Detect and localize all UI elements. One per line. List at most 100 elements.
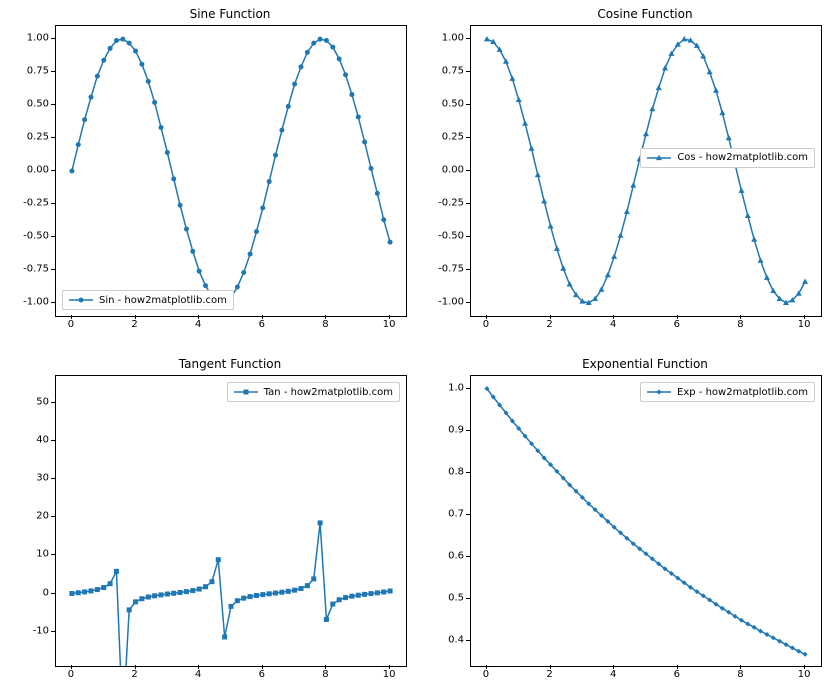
xtick-label: 6 <box>674 669 680 680</box>
data-marker <box>197 269 202 274</box>
data-marker <box>203 584 208 589</box>
data-marker <box>260 592 265 597</box>
data-marker <box>311 41 316 46</box>
legend-swatch <box>234 386 258 398</box>
data-marker <box>184 227 189 232</box>
ytick-mark <box>51 478 55 479</box>
plot-area: Exp - how2matplotlib.com <box>470 375 822 667</box>
data-marker <box>598 286 604 291</box>
data-marker <box>171 176 176 181</box>
data-marker <box>324 617 329 622</box>
data-marker <box>89 95 94 100</box>
ytick-label: 0.8 <box>448 466 464 477</box>
data-marker <box>101 585 106 590</box>
data-marker <box>381 590 386 595</box>
ytick-label: -0.25 <box>23 197 49 208</box>
ytick-mark <box>466 38 470 39</box>
ytick-label: -10 <box>33 625 49 636</box>
data-marker <box>681 36 687 41</box>
data-marker <box>375 191 380 196</box>
data-marker <box>649 106 655 111</box>
data-marker <box>152 100 157 105</box>
data-marker <box>764 275 770 280</box>
legend: Cos - how2matplotlib.com <box>640 148 815 168</box>
xtick-mark <box>486 665 487 669</box>
data-marker <box>152 593 157 598</box>
ytick-label: 20 <box>36 511 49 522</box>
data-marker <box>209 579 214 584</box>
data-marker <box>267 179 272 184</box>
figure: Sin - how2matplotlib.comSine Function-1.… <box>0 0 840 700</box>
data-marker <box>165 150 170 155</box>
data-marker <box>171 591 176 596</box>
data-marker <box>114 38 119 43</box>
ytick-label: -0.25 <box>438 197 464 208</box>
xtick-label: 2 <box>546 669 552 680</box>
ytick-mark <box>51 236 55 237</box>
data-marker <box>618 232 624 237</box>
data-marker <box>318 520 323 525</box>
data-line <box>487 389 805 655</box>
subplot-cosine: Cos - how2matplotlib.comCosine Function-… <box>470 25 820 315</box>
ytick-label: 0.50 <box>442 99 464 110</box>
data-marker <box>318 37 323 42</box>
data-marker <box>114 569 119 574</box>
ytick-mark <box>51 71 55 72</box>
chart-title: Exponential Function <box>470 357 820 371</box>
data-marker <box>139 596 144 601</box>
ytick-mark <box>466 556 470 557</box>
ytick-label: -1.00 <box>23 296 49 307</box>
data-marker <box>802 278 808 283</box>
data-marker <box>146 595 151 600</box>
data-marker <box>388 240 393 245</box>
xtick-mark <box>613 315 614 319</box>
data-marker <box>541 198 547 203</box>
data-marker <box>738 188 744 193</box>
legend-label: Cos - how2matplotlib.com <box>677 152 808 163</box>
subplot-tangent: Tan - how2matplotlib.comTangent Function… <box>55 375 405 665</box>
ytick-label: 0.75 <box>27 66 49 77</box>
xtick-mark <box>804 315 805 319</box>
data-marker <box>82 117 87 122</box>
data-marker <box>356 114 361 119</box>
data-marker <box>159 125 164 130</box>
data-marker <box>82 589 87 594</box>
data-marker <box>292 82 297 87</box>
ytick-mark <box>51 269 55 270</box>
data-marker <box>248 252 253 257</box>
data-marker <box>349 92 354 97</box>
data-marker <box>254 593 259 598</box>
data-marker <box>554 246 560 251</box>
ytick-label: 0.00 <box>442 165 464 176</box>
ytick-label: -0.75 <box>23 263 49 274</box>
xtick-mark <box>198 665 199 669</box>
data-marker <box>279 590 284 595</box>
data-marker <box>222 635 227 640</box>
subplot-sine: Sin - how2matplotlib.comSine Function-1.… <box>55 25 405 315</box>
xtick-mark <box>804 665 805 669</box>
ytick-label: 0 <box>43 587 49 598</box>
xtick-label: 2 <box>131 669 137 680</box>
ytick-mark <box>466 472 470 473</box>
data-marker <box>330 45 335 50</box>
ytick-mark <box>466 104 470 105</box>
data-marker <box>745 213 751 218</box>
data-marker <box>719 110 725 115</box>
ytick-label: 30 <box>36 473 49 484</box>
data-marker <box>95 74 100 79</box>
data-line <box>487 39 805 303</box>
plot-svg <box>471 376 821 666</box>
data-marker <box>509 75 515 80</box>
data-marker <box>190 249 195 254</box>
ytick-label: 50 <box>36 396 49 407</box>
data-marker <box>369 166 374 171</box>
ytick-label: 0.5 <box>448 592 464 603</box>
data-marker <box>235 285 240 290</box>
ytick-mark <box>51 170 55 171</box>
xtick-label: 6 <box>259 669 265 680</box>
xtick-mark <box>613 665 614 669</box>
ytick-label: 1.00 <box>27 33 49 44</box>
ytick-mark <box>51 38 55 39</box>
xtick-label: 2 <box>546 319 552 330</box>
xtick-mark <box>71 665 72 669</box>
